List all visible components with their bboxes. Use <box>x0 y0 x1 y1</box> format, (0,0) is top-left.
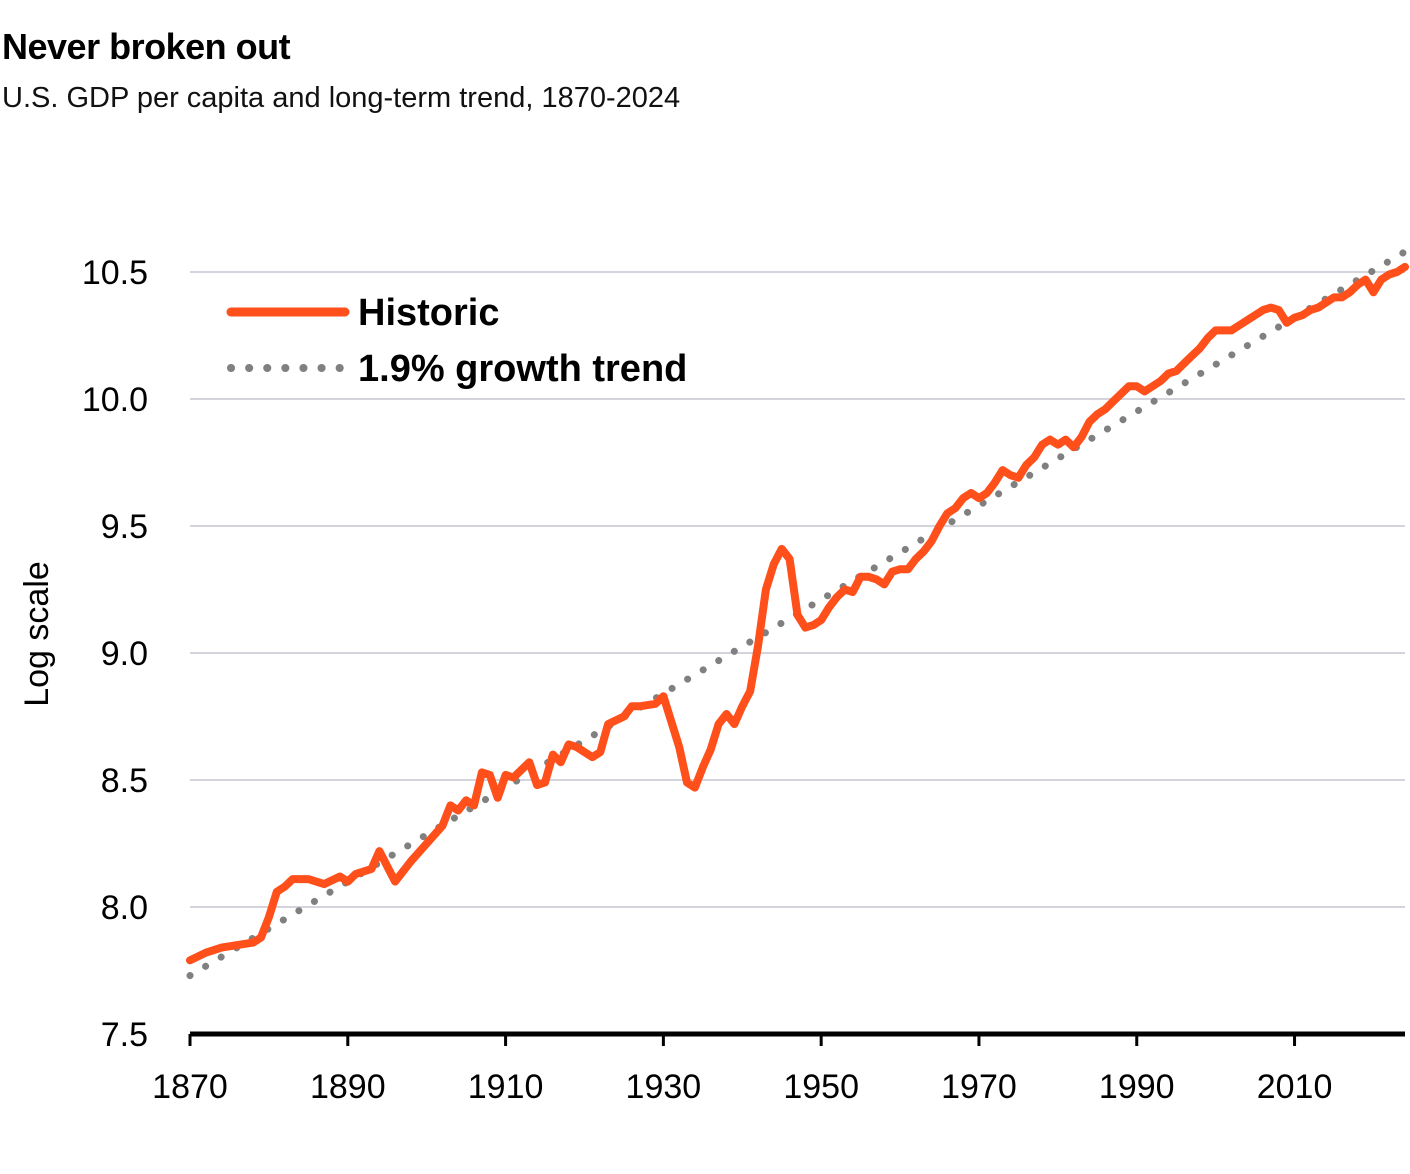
chart-title: Never broken out <box>2 26 291 67</box>
x-tick-label-1870: 1870 <box>152 1068 228 1106</box>
grid-lines <box>190 271 1405 908</box>
x-tick-label-1990: 1990 <box>1099 1068 1175 1106</box>
legend-label-trend: 1.9% growth trend <box>358 348 687 390</box>
series-group <box>186 248 1409 980</box>
y-tick-label-9.0: 9.0 <box>101 635 148 673</box>
x-tick-label-1970: 1970 <box>941 1068 1017 1106</box>
y-tick-label-8.5: 8.5 <box>101 762 148 800</box>
y-axis-ticks: 7.5 8.0 8.5 9.0 9.5 10.0 10.5 <box>82 254 148 1054</box>
y-tick-label-9.5: 9.5 <box>101 508 148 546</box>
x-tick-label-1930: 1930 <box>626 1068 702 1106</box>
legend-label-historic: Historic <box>358 292 499 334</box>
y-tick-label-10.5: 10.5 <box>82 254 148 292</box>
y-axis-label: Log scale <box>18 561 56 707</box>
chart-subtitle: U.S. GDP per capita and long-term trend,… <box>2 82 681 114</box>
x-tick-label-1950: 1950 <box>783 1068 859 1106</box>
y-tick-label-7.5: 7.5 <box>101 1016 148 1054</box>
legend: Historic 1.9% growth trend <box>226 292 687 390</box>
y-tick-label-10.0: 10.0 <box>82 381 148 419</box>
y-tick-label-8.0: 8.0 <box>101 889 148 927</box>
historic-series-line <box>186 262 1409 965</box>
x-tick-label-2010: 2010 <box>1257 1068 1333 1106</box>
x-axis: 1870 1890 1910 1930 1950 1970 1990 2010 <box>152 1031 1405 1106</box>
x-tick-label-1910: 1910 <box>468 1068 544 1106</box>
x-tick-label-1890: 1890 <box>310 1068 386 1106</box>
